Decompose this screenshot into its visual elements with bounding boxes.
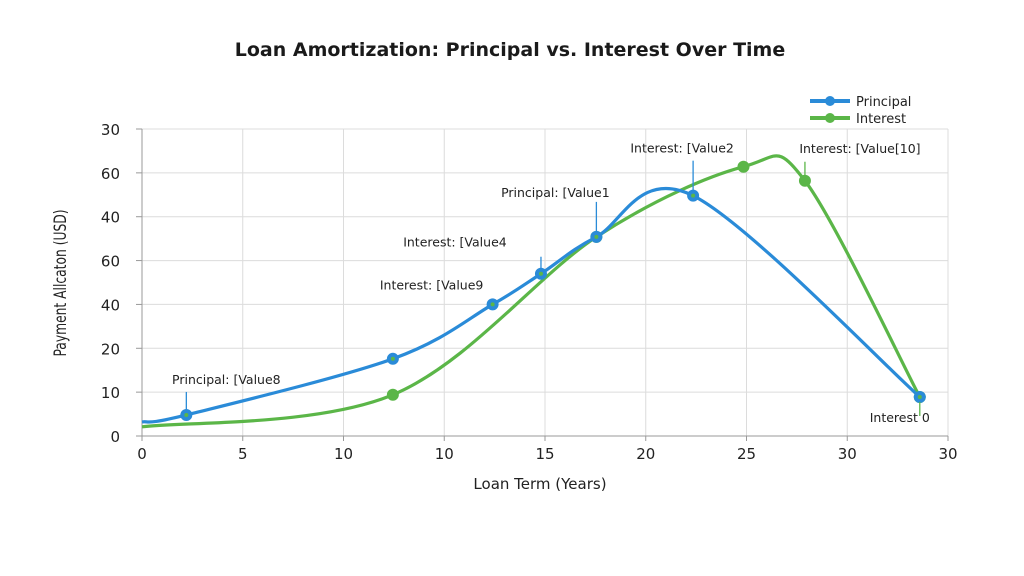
data-point-center [490,302,495,307]
x-tick-label: 10 [334,445,353,463]
y-tick-label: 30 [101,121,120,139]
data-point-center [184,412,189,417]
y-tick-label: 40 [101,296,120,314]
data-point-center [917,394,922,399]
legend-interest-marker [825,113,835,123]
data-point-center [691,193,696,198]
y-tick-label: 20 [101,340,120,358]
annotation-label: Interest: [Value[10] [799,141,920,156]
legend-interest-label: Interest [856,112,906,127]
y-axis-label: Payment Allcaton (USD) [50,209,71,356]
series-lines [141,154,926,429]
chart-title: Loan Amortization: Principal vs. Interes… [235,39,786,61]
y-tick-label: 60 [101,253,120,271]
annotations: Principal: [Value8 Interest: [Value9 Inter… [172,141,930,425]
x-tick-label: 30 [838,445,857,463]
axes: 0 5 10 10 15 20 25 30 30 0 10 20 40 60 40 60 30 [101,121,958,463]
x-axis-label: Loan Term (Years) [473,475,606,493]
series-line-interest [141,154,922,429]
legend: Principal Interest [810,95,911,127]
annotation-label: Principal: [Value8 [172,372,281,387]
legend-principal-label: Principal [856,95,911,110]
data-point-center [390,356,395,361]
annotation-label: Interest 0 [870,410,930,425]
x-tick-label: 20 [636,445,655,463]
series-line-principal [141,187,921,424]
grid [142,128,949,436]
y-tick-label: 60 [101,165,120,183]
y-tick-label: 10 [101,384,120,402]
annotation-label: Interest: [Value2 [630,141,734,156]
legend-principal-marker [825,96,835,106]
x-tick-label: 15 [535,445,554,463]
x-tick-label: 5 [238,445,248,463]
x-tick-label: 0 [137,445,147,463]
x-tick-label: 10 [435,445,454,463]
data-point-center [538,271,543,276]
data-point-center [594,234,599,239]
data-point-interest [386,388,399,401]
x-tick-label: 25 [737,445,756,463]
annotation-label: Interest: [Value9 [380,277,484,292]
data-point-interest [798,174,811,187]
y-tick-label: 40 [101,209,120,227]
y-tick-label: 0 [110,428,120,446]
x-tick-label: 30 [938,445,957,463]
annotation-label: Principal: [Value1 [501,185,610,200]
data-point-interest [737,160,750,173]
annotation-label: Interest: [Value4 [403,235,507,250]
